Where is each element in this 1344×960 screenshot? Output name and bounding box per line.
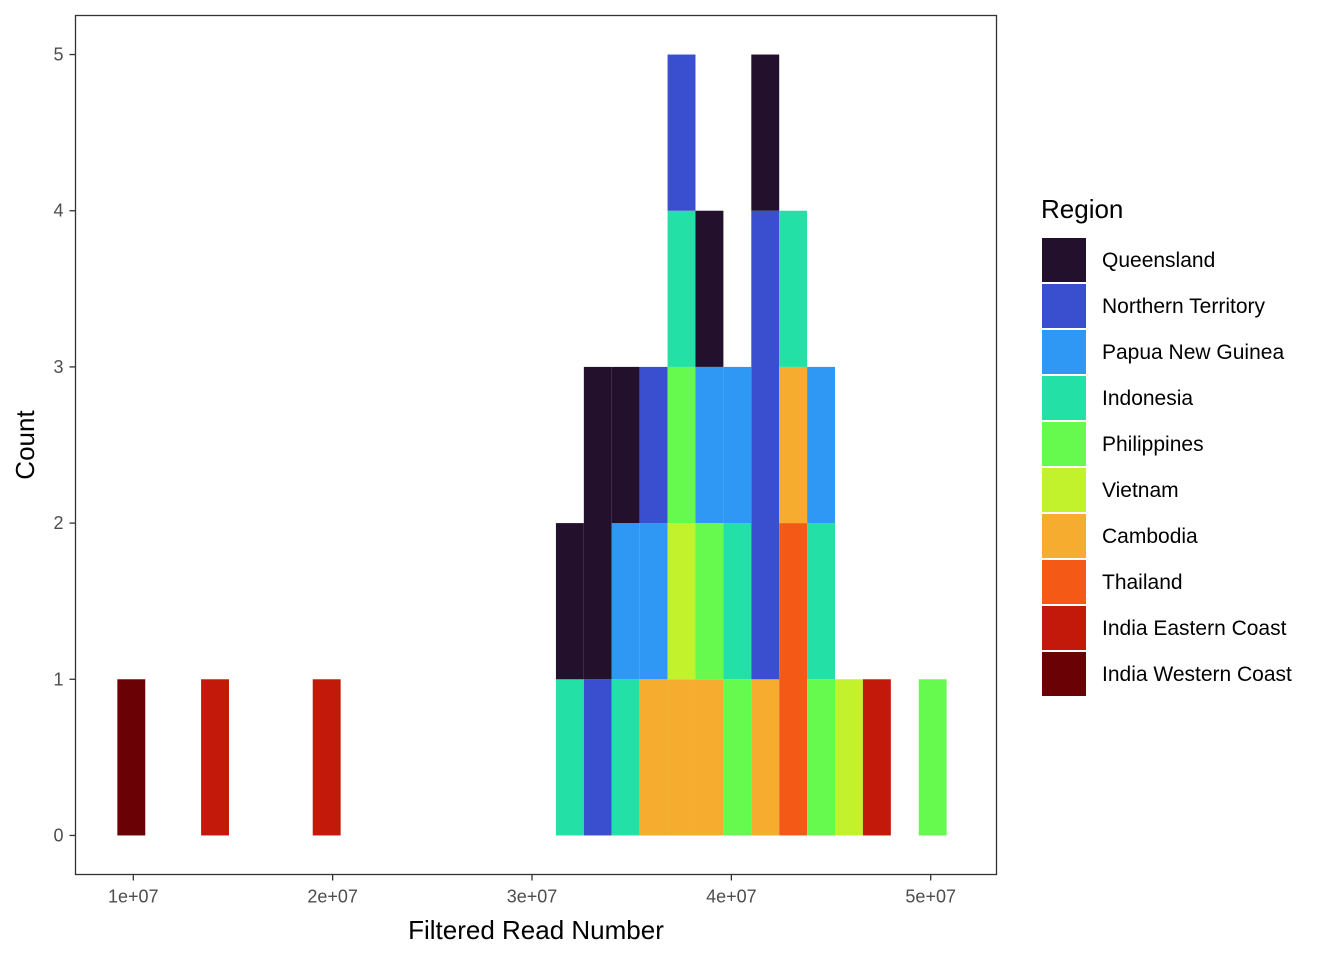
bar-northern-territory <box>583 679 612 836</box>
bar-cambodia <box>667 679 696 836</box>
legend-label-india-western-coast: India Western Coast <box>1102 663 1292 686</box>
legend-title: Region <box>1041 194 1123 224</box>
bar-northern-territory <box>751 210 780 680</box>
bar-papua-new-guinea <box>723 366 752 524</box>
legend-key-vietnam <box>1042 468 1086 512</box>
legend-key-cambodia <box>1042 514 1086 558</box>
bar-philippines <box>667 366 696 524</box>
bar-vietnam <box>835 679 863 836</box>
x-tick-label: 3e+07 <box>507 887 558 907</box>
x-tick-label: 1e+07 <box>108 887 159 907</box>
bar-philippines <box>807 679 836 836</box>
bar-queensland <box>583 366 612 680</box>
legend-key-northern-territory <box>1042 284 1086 328</box>
bar-northern-territory <box>667 54 696 211</box>
bar-philippines <box>918 679 947 836</box>
legend-key-indonesia <box>1042 376 1086 420</box>
bar-vietnam <box>667 523 696 680</box>
bar-indonesia <box>555 679 584 836</box>
bar-cambodia <box>751 679 780 836</box>
bar-philippines <box>695 523 724 680</box>
legend-label-northern-territory: Northern Territory <box>1102 295 1265 318</box>
y-tick-label: 0 <box>53 825 63 845</box>
bar-thailand <box>779 523 808 836</box>
bar-india-eastern-coast <box>201 679 229 836</box>
bar-india-eastern-coast <box>312 679 341 836</box>
x-axis-title: Filtered Read Number <box>408 915 664 945</box>
legend-key-india-eastern-coast <box>1042 606 1086 650</box>
bars-layer <box>117 54 947 836</box>
y-tick-label: 1 <box>53 669 63 689</box>
y-axis: 0 1 2 3 4 5 <box>53 45 76 845</box>
plot-panel-border <box>74 14 998 876</box>
bar-papua-new-guinea <box>611 523 640 680</box>
legend-label-philippines: Philippines <box>1102 433 1204 456</box>
bar-india-eastern-coast <box>862 679 891 836</box>
bar-queensland <box>611 366 640 524</box>
bar-indonesia <box>779 210 808 367</box>
x-axis: 1e+07 2e+07 3e+07 4e+07 5e+07 <box>108 874 956 907</box>
x-tick-label: 4e+07 <box>706 887 757 907</box>
bar-cambodia <box>779 366 808 524</box>
x-tick-label: 2e+07 <box>307 887 358 907</box>
bar-india-western-coast <box>117 679 146 836</box>
legend-label-cambodia: Cambodia <box>1102 525 1198 548</box>
legend-key-papua-new-guinea <box>1042 330 1086 374</box>
bar-queensland <box>555 523 584 680</box>
y-tick-label: 3 <box>53 357 63 377</box>
legend-key-queensland <box>1042 238 1086 282</box>
bar-papua-new-guinea <box>639 523 668 680</box>
bar-cambodia <box>695 679 724 836</box>
bar-indonesia <box>723 523 752 680</box>
legend-label-india-eastern-coast: India Eastern Coast <box>1102 617 1287 640</box>
bar-queensland <box>751 54 780 211</box>
bar-indonesia <box>667 210 696 367</box>
bar-indonesia <box>611 679 640 836</box>
legend-label-queensland: Queensland <box>1102 249 1215 272</box>
y-axis-title: Count <box>10 410 40 480</box>
legend-key-india-western-coast <box>1042 652 1086 696</box>
legend-label-thailand: Thailand <box>1102 571 1183 594</box>
y-tick-label: 5 <box>53 45 63 65</box>
x-tick-label: 5e+07 <box>905 887 956 907</box>
bar-philippines <box>723 679 752 836</box>
legend-label-papua-new-guinea: Papua New Guinea <box>1102 341 1284 364</box>
legend-label-indonesia: Indonesia <box>1102 387 1193 410</box>
y-tick-label: 2 <box>53 513 63 533</box>
bar-papua-new-guinea <box>695 366 724 524</box>
legend-key-thailand <box>1042 560 1086 604</box>
y-tick-label: 4 <box>53 201 63 221</box>
legend: Region Queensland Northern Territory Papua… <box>1041 194 1292 696</box>
legend-key-philippines <box>1042 422 1086 466</box>
bar-northern-territory <box>639 366 668 524</box>
legend-label-vietnam: Vietnam <box>1102 479 1179 502</box>
bar-queensland <box>695 210 724 367</box>
bar-papua-new-guinea <box>807 366 836 524</box>
bar-cambodia <box>639 679 668 836</box>
bar-indonesia <box>807 523 836 680</box>
